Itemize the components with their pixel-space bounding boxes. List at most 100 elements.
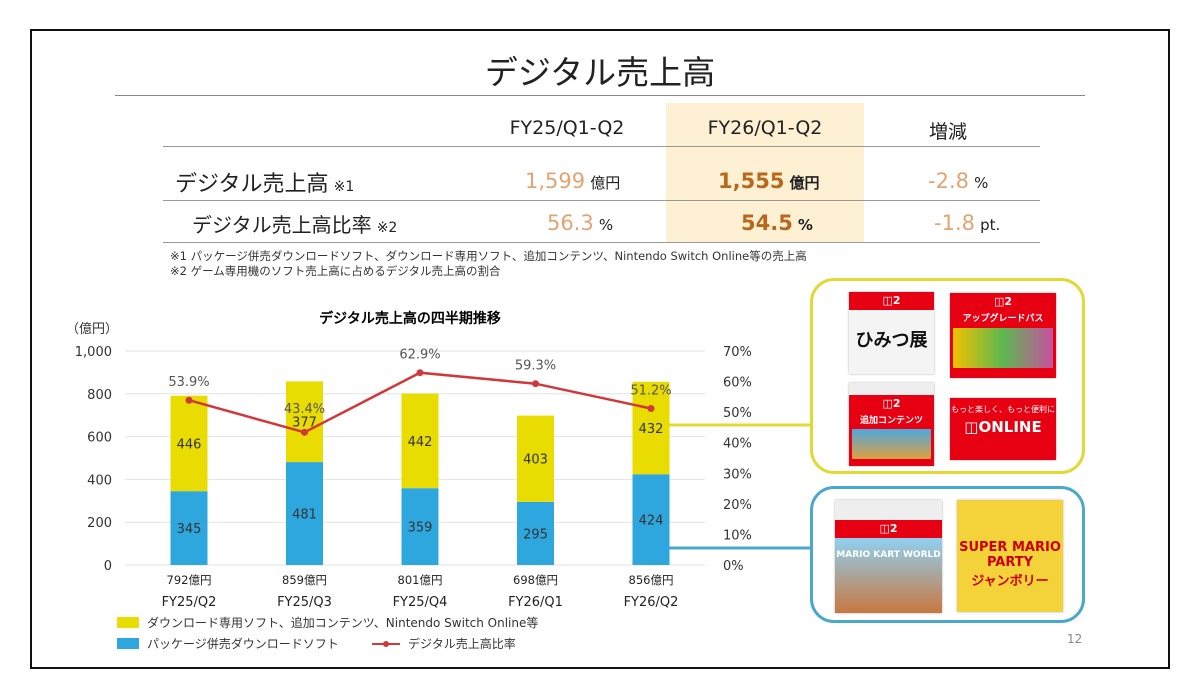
y-tick-label: 0: [104, 559, 112, 574]
bar-label-download: 403: [523, 453, 548, 468]
bar-package: [401, 488, 439, 565]
bar-package: [286, 462, 323, 565]
unit: %: [974, 174, 989, 192]
x-tick-label: FY25/Q4: [393, 595, 448, 610]
bar-label-download: 432: [639, 422, 664, 437]
unit: %: [598, 216, 614, 234]
bar-total-label: 859億円: [282, 573, 327, 587]
bar-download: [632, 381, 670, 475]
y2-tick-label: 10%: [723, 528, 752, 543]
y-tick-label: 200: [87, 516, 112, 531]
bar-package: [517, 501, 554, 565]
ratio-label: 51.2%: [630, 383, 671, 398]
footnote-1: ※1 パッケージ併売ダウンロードソフト、ダウンロード専用ソフト、追加コンテンツ、…: [170, 249, 807, 263]
unit: 億円: [590, 174, 621, 192]
ratio-label: 62.9%: [399, 348, 440, 363]
fy26-value: 54.5 %: [741, 211, 813, 235]
bar-total-label: 792億円: [167, 573, 212, 587]
ratio-point: [532, 380, 539, 388]
unit: pt.: [980, 216, 1001, 234]
change-value: -1.8 pt.: [934, 211, 1000, 235]
ratio-point: [416, 369, 424, 377]
y2-tick-label: 30%: [723, 467, 752, 482]
legend-swatch: [117, 638, 139, 649]
x-tick-label: FY26/Q2: [624, 595, 679, 610]
unit: %: [797, 216, 813, 234]
legend-label: パッケージ併売ダウンロードソフト: [147, 637, 339, 651]
value: 54.5: [741, 211, 793, 235]
x-tick-label: FY25/Q2: [162, 595, 217, 610]
value: -1.8: [934, 211, 975, 235]
slide-frame: [30, 29, 1170, 669]
ratio-label: 53.9%: [168, 375, 209, 390]
y-tick-label: 600: [87, 431, 112, 446]
legend-line-icon: [372, 640, 400, 647]
y2-tick-label: 50%: [723, 406, 752, 421]
row-label: デジタル売上高比率: [192, 213, 372, 237]
divider: [163, 146, 1040, 147]
change-value: -2.8 %: [928, 169, 988, 193]
header-fy26: FY26/Q1-Q2: [707, 117, 823, 139]
ratio-point: [647, 404, 655, 412]
x-tick-label: FY25/Q3: [277, 595, 332, 610]
bar-download: [401, 393, 439, 489]
value: 1,599: [525, 169, 586, 193]
product-card: ◫2 ひみつ展: [849, 292, 934, 374]
bar-label-package: 359: [408, 521, 433, 536]
bar-download: [517, 415, 554, 502]
legend-item-download: ダウンロード専用ソフト、追加コンテンツ、Nintendo Switch Onli…: [117, 614, 538, 631]
table-row: デジタル売上高比率 ※2: [192, 209, 397, 238]
ratio-label: 43.4%: [284, 402, 325, 417]
package-products-panel: ◫2 MARIO KART WORLD SUPER MARIO PARTY ジャンボ…: [810, 486, 1085, 623]
value: -2.8: [928, 169, 969, 193]
ratio-label: 59.3%: [515, 359, 556, 374]
title-divider: [115, 95, 1085, 96]
header-change: 増減: [928, 121, 967, 143]
divider: [163, 200, 1040, 201]
page-title: デジタル売上高: [484, 53, 716, 92]
y-tick-label: 800: [87, 388, 112, 403]
bar-label-package: 345: [177, 522, 202, 537]
legend-label: ダウンロード専用ソフト、追加コンテンツ、Nintendo Switch Onli…: [147, 616, 539, 630]
product-card: ◫2 MARIO KART WORLD: [835, 500, 942, 613]
legend-item-package: パッケージ併売ダウンロードソフト: [117, 635, 339, 652]
x-tick-label: FY26/Q1: [508, 595, 563, 610]
bar-total-label: 698億円: [513, 573, 558, 587]
product-card: もっと楽しく、もっと便利に ◫ONLINE: [950, 398, 1056, 460]
bar-download: [170, 395, 208, 492]
bar-package: [170, 491, 208, 565]
page-number: 12: [1067, 632, 1083, 646]
value: 1,555: [718, 169, 785, 193]
legend-swatch: [117, 617, 139, 628]
y-tick-label: 400: [87, 473, 112, 488]
header-fy25: FY25/Q1-Q2: [509, 117, 625, 139]
bar-total-label: 801億円: [398, 573, 443, 587]
value: 56.3: [547, 211, 594, 235]
bar-label-download: 442: [408, 435, 433, 450]
y2-tick-label: 20%: [723, 498, 752, 513]
y2-tick-label: 0%: [723, 559, 744, 574]
legend-item-ratio: デジタル売上高比率: [372, 635, 516, 652]
bar-label-download: 446: [177, 437, 202, 452]
y-tick-label: 1,000: [75, 345, 112, 360]
unit: 億円: [789, 174, 820, 192]
fy25-value: 56.3 %: [547, 211, 613, 235]
legend-label: デジタル売上高比率: [408, 637, 516, 651]
y2-tick-label: 70%: [723, 345, 752, 360]
y-axis-label: （億円）: [66, 321, 118, 337]
highlight-column: [666, 103, 864, 243]
bar-label-package: 295: [523, 527, 548, 542]
footnote-2: ※2 ゲーム専用機のソフト売上高に占めるデジタル売上高の割合: [170, 264, 501, 278]
ratio-point: [185, 396, 193, 404]
product-card: ◫2 追加コンテンツ: [849, 383, 934, 466]
divider: [163, 242, 1040, 243]
fy25-value: 1,599 億円: [525, 169, 620, 193]
product-card: SUPER MARIO PARTY ジャンボリー: [957, 500, 1063, 612]
y2-tick-label: 60%: [723, 376, 752, 391]
row-note: ※1: [333, 179, 355, 195]
fy26-value: 1,555 億円: [718, 169, 820, 193]
bar-package: [632, 474, 670, 565]
row-label: デジタル売上高: [175, 172, 329, 197]
ratio-point: [301, 428, 308, 436]
